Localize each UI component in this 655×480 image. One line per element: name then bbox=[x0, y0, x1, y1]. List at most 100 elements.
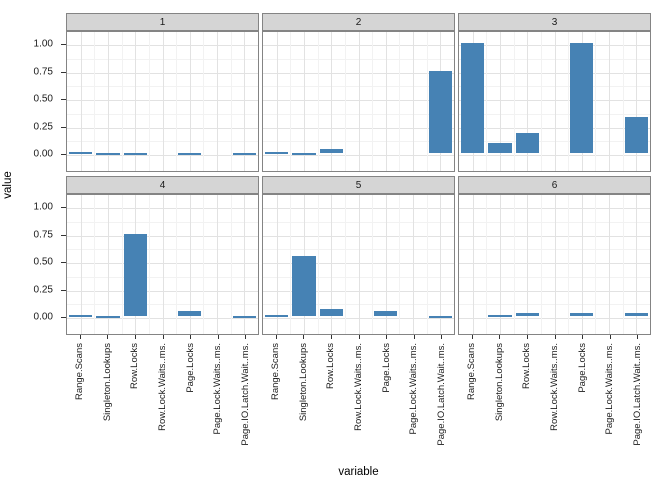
y-tick-label: 0.00 bbox=[33, 148, 53, 160]
v-gridline-minor bbox=[568, 195, 570, 334]
x-tick-mark bbox=[637, 335, 639, 339]
y-tick-label: 0.75 bbox=[33, 66, 53, 77]
x-tick-mark bbox=[499, 335, 501, 339]
v-gridline-major bbox=[331, 195, 333, 334]
v-gridline-minor bbox=[513, 32, 515, 171]
x-tick-label: Range.Scans bbox=[466, 343, 478, 401]
y-tick-mark bbox=[61, 126, 66, 128]
bar bbox=[265, 315, 289, 317]
bar bbox=[570, 312, 594, 316]
v-gridline-minor bbox=[121, 195, 123, 334]
v-gridline-major bbox=[303, 32, 305, 171]
x-tick-label-slot: Row.Locks bbox=[121, 340, 149, 454]
v-gridline-major bbox=[135, 32, 137, 171]
v-gridline-minor bbox=[290, 195, 292, 334]
v-gridline-major bbox=[413, 32, 415, 171]
x-tick-label-slot: Row.Locks bbox=[317, 340, 345, 454]
v-gridline-minor bbox=[372, 32, 374, 171]
bar bbox=[319, 309, 343, 316]
v-gridline-major bbox=[217, 32, 219, 171]
y-tick-label: 0.00 bbox=[33, 311, 53, 323]
y-axis: 1.00 0.75 0.50 0.25 0.00 bbox=[0, 194, 66, 335]
v-gridline-major bbox=[276, 195, 278, 334]
x-tick-label: Page.IO.Latch.Wait..ms. bbox=[631, 343, 643, 446]
bar bbox=[515, 133, 539, 153]
v-gridline-major bbox=[80, 195, 82, 334]
bar bbox=[178, 310, 202, 316]
x-ticks bbox=[458, 335, 651, 340]
v-gridline-major bbox=[636, 195, 638, 334]
x-tick-mark bbox=[609, 335, 611, 339]
v-gridline-minor bbox=[148, 32, 150, 171]
x-tick-label: Range.Scans bbox=[74, 343, 86, 401]
v-gridline-minor bbox=[486, 32, 488, 171]
x-axis-title: variable bbox=[338, 466, 379, 478]
bar bbox=[178, 153, 202, 155]
y-tick-label: 0.75 bbox=[33, 229, 53, 240]
v-gridline-minor bbox=[203, 195, 205, 334]
x-tick-mark bbox=[413, 335, 415, 339]
v-gridline-minor bbox=[176, 195, 178, 334]
facet-strip: 5 bbox=[262, 176, 455, 194]
v-gridline-minor bbox=[317, 195, 319, 334]
bar bbox=[123, 153, 147, 156]
bar bbox=[265, 152, 289, 154]
x-tick-label-slot: Row.Lock.Waits..ms. bbox=[345, 340, 373, 454]
y-tick-mark bbox=[61, 44, 66, 45]
v-gridline-minor bbox=[568, 32, 570, 171]
v-gridline-minor bbox=[622, 195, 624, 334]
x-tick-label-slot: Page.IO.Latch.Wait..ms. bbox=[427, 340, 455, 454]
x-tick-label-slot: Range.Scans bbox=[66, 340, 94, 454]
x-tick-mark bbox=[162, 335, 164, 339]
bar bbox=[461, 43, 485, 153]
x-tick-label: Page.Locks bbox=[380, 343, 392, 393]
x-tick-label-slot: Page.Locks bbox=[372, 340, 400, 454]
v-gridline-major bbox=[80, 32, 82, 171]
x-tick-mark bbox=[441, 335, 443, 339]
x-tick-label: Row.Lock.Waits..ms. bbox=[353, 343, 365, 431]
x-tick-mark bbox=[554, 335, 556, 339]
y-tick-label: 1.00 bbox=[33, 38, 53, 50]
x-tick-label: Page.Locks bbox=[576, 343, 588, 393]
bar bbox=[374, 310, 398, 316]
x-tick-label-slot: Page.IO.Latch.Wait..ms. bbox=[231, 340, 259, 454]
x-tick-label-slot: Singleton.Lookups bbox=[94, 340, 122, 454]
bar bbox=[488, 315, 512, 317]
v-gridline-major bbox=[499, 195, 501, 334]
x-tick-labels: Range.Scans Singleton.Lookups Row.Locks Row… bbox=[262, 340, 455, 454]
v-gridline-minor bbox=[121, 32, 123, 171]
x-tick-mark bbox=[582, 335, 584, 339]
v-gridline-major bbox=[527, 195, 529, 334]
x-tick-mark bbox=[303, 335, 305, 339]
v-gridline-minor bbox=[595, 195, 597, 334]
x-tick-mark bbox=[217, 335, 219, 339]
v-gridline-minor bbox=[513, 195, 515, 334]
x-tick-label-slot: Row.Lock.Waits..ms. bbox=[149, 340, 177, 454]
y-tick-mark bbox=[61, 71, 66, 73]
x-tick-label-slot: Singleton.Lookups bbox=[290, 340, 318, 454]
bar bbox=[624, 312, 648, 316]
x-tick-mark bbox=[386, 335, 388, 339]
v-gridline-minor bbox=[540, 32, 542, 171]
bar bbox=[428, 316, 452, 318]
x-tick-mark bbox=[330, 335, 332, 339]
x-tick-label-slot: Range.Scans bbox=[458, 340, 486, 454]
x-tick-mark bbox=[107, 335, 109, 339]
v-gridline-minor bbox=[622, 32, 624, 171]
facet-strip: 6 bbox=[458, 176, 651, 194]
x-tick-mark bbox=[471, 335, 473, 339]
v-gridline-major bbox=[107, 32, 109, 171]
v-gridline-minor bbox=[230, 195, 232, 334]
x-tick-label-slot: Page.Lock.Waits..ms. bbox=[596, 340, 624, 454]
v-gridline-minor bbox=[426, 32, 428, 171]
bar bbox=[96, 316, 120, 319]
v-gridline-major bbox=[636, 32, 638, 171]
x-ticks bbox=[66, 335, 259, 340]
x-tick-label: Row.Lock.Waits..ms. bbox=[157, 343, 169, 431]
x-tick-label: Page.Lock.Waits..ms. bbox=[604, 343, 616, 435]
x-tick-mark bbox=[190, 335, 192, 339]
x-tick-label: Range.Scans bbox=[270, 343, 282, 401]
x-tick-label: Page.IO.Latch.Wait..ms. bbox=[239, 343, 251, 446]
v-gridline-major bbox=[609, 195, 611, 334]
bar bbox=[570, 43, 594, 153]
